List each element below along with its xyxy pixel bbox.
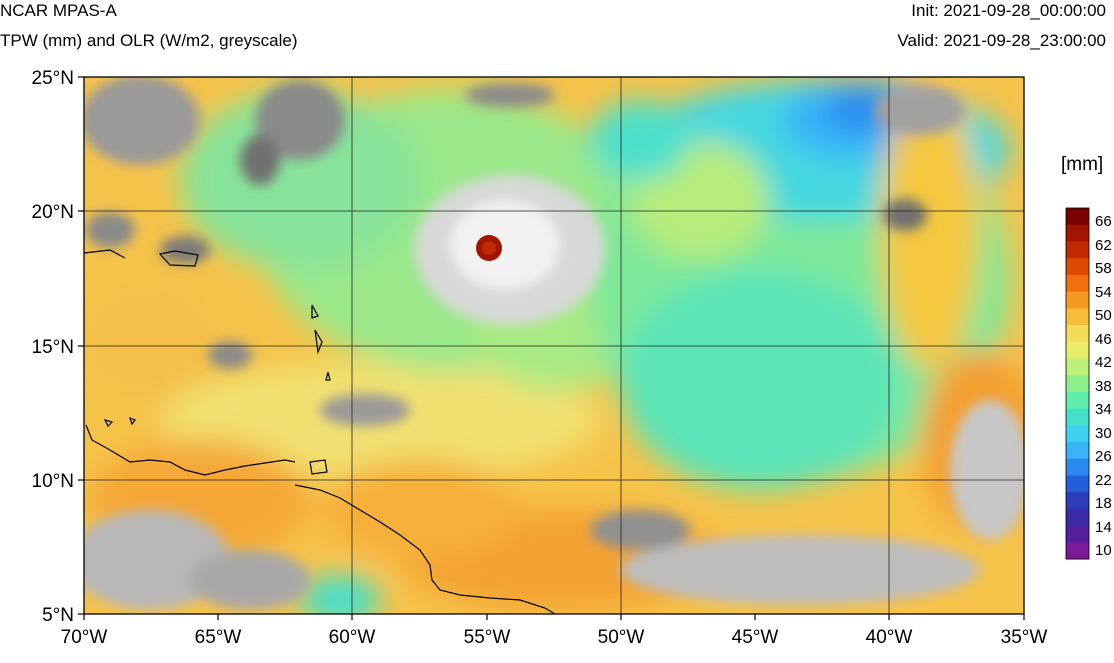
colorbar-swatch: [1066, 308, 1089, 326]
colorbar-swatch: [1066, 258, 1089, 276]
colorbar-swatch: [1066, 442, 1089, 460]
colorbar-label: 54: [1095, 284, 1112, 301]
figure-title: NCAR MPAS-A: [0, 1, 117, 20]
colorbar-label: 22: [1095, 472, 1112, 489]
colorbar-swatch: [1066, 341, 1089, 359]
axis-ticks: [78, 76, 1025, 620]
valid-time: Valid: 2021-09-28_23:00:00: [897, 31, 1106, 50]
colorbar-swatch: [1066, 358, 1089, 376]
lon-label: 60°W: [329, 627, 376, 648]
colorbar-label: 46: [1095, 331, 1112, 348]
colorbar-label: 34: [1095, 401, 1112, 418]
lat-label: 10°N: [32, 471, 74, 492]
colorbar-label: 38: [1095, 378, 1112, 395]
colorbar-label: 58: [1095, 260, 1112, 277]
colorbar-label: 50: [1095, 307, 1112, 324]
colorbar-label: 30: [1095, 425, 1112, 442]
lon-label: 35°W: [1001, 627, 1048, 648]
lon-label: 70°W: [61, 627, 108, 648]
colorbar-swatch: [1066, 241, 1089, 259]
colorbar-label: 14: [1095, 519, 1112, 536]
colorbar-unit: [mm]: [1061, 154, 1103, 175]
map-plot-area: [84, 77, 1024, 614]
colorbar-frame: [1065, 207, 1090, 560]
colorbar-swatch: [1066, 458, 1089, 476]
lat-label: 25°N: [32, 68, 74, 89]
colorbar-swatch: [1066, 224, 1089, 242]
colorbar-swatch: [1066, 425, 1089, 443]
lat-label: 5°N: [42, 605, 74, 626]
graticule: [84, 77, 1024, 614]
colorbar-label: 42: [1095, 354, 1112, 371]
init-time: Init: 2021-09-28_00:00:00: [911, 1, 1106, 20]
figure-subtitle: TPW (mm) and OLR (W/m2, greyscale): [0, 31, 298, 50]
colorbar-swatch: [1066, 508, 1089, 527]
latitude-labels: 25°N 20°N 15°N 10°N 5°N: [32, 68, 74, 626]
colorbar-swatch: [1066, 391, 1089, 410]
olr-cloud-layer: [84, 77, 1024, 610]
colorbar-label: 62: [1095, 237, 1112, 254]
colorbar-swatch: [1066, 542, 1089, 560]
colorbar-labels: 66 62 58 54 50 46 42 38 34 30 26 22 18 1…: [1095, 213, 1112, 559]
colorbar-swatch: [1066, 274, 1089, 293]
colorbar-swatch: [1066, 475, 1089, 493]
lat-label: 20°N: [32, 202, 74, 223]
lon-label: 55°W: [464, 627, 511, 648]
colorbar-swatch: [1066, 291, 1089, 309]
longitude-labels: 70°W 65°W 60°W 55°W 50°W 45°W 40°W 35°W: [61, 627, 1048, 648]
colorbar-label: 10: [1095, 542, 1112, 559]
coastlines: [84, 249, 556, 614]
lon-label: 40°W: [866, 627, 913, 648]
lon-label: 45°W: [732, 627, 779, 648]
colorbar-swatch: [1066, 375, 1089, 393]
colorbar-label: 18: [1095, 495, 1112, 512]
colorbar-swatch: [1066, 408, 1089, 426]
colorbar-swatch: [1066, 325, 1089, 343]
lon-label: 50°W: [598, 627, 645, 648]
colorbar-swatch: [1066, 492, 1089, 510]
lat-label: 15°N: [32, 337, 74, 358]
colorbar-swatch: [1066, 525, 1089, 543]
colorbar-label: 66: [1095, 213, 1112, 230]
colorbar-label: 26: [1095, 448, 1112, 465]
colorbar: [1065, 207, 1090, 560]
lon-label: 65°W: [195, 627, 242, 648]
colorbar-swatch: [1066, 208, 1089, 226]
